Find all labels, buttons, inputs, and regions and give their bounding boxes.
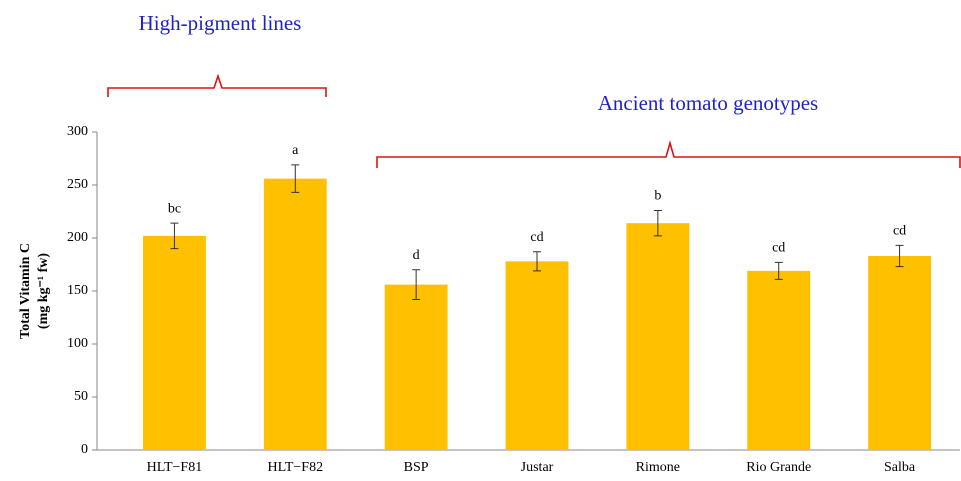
x-tick-label: Rio Grande	[746, 460, 811, 475]
x-tick-label: HLT−F81	[147, 460, 203, 475]
bar	[263, 178, 327, 450]
significance-letter: a	[292, 143, 299, 158]
bar	[384, 284, 448, 450]
significance-letter: cd	[772, 241, 785, 256]
significance-letter: cd	[530, 230, 543, 245]
bar	[143, 235, 206, 450]
error-bar	[412, 269, 421, 300]
y-tick-label: 250	[67, 177, 88, 192]
x-tick-label: BSP	[404, 460, 429, 475]
bar	[747, 270, 811, 450]
error-bar	[774, 261, 783, 280]
y-axis-title: (mg kg⁻¹ fw)	[36, 253, 51, 329]
y-axis-title: Total Vitamin C	[18, 243, 33, 339]
significance-letter: b	[654, 189, 661, 204]
y-tick-label: 0	[81, 442, 88, 457]
x-tick-label: Justar	[521, 460, 554, 475]
y-tick-label: 100	[67, 336, 88, 351]
y-tick-label: 50	[74, 389, 88, 404]
bracket	[107, 73, 327, 97]
significance-letter: bc	[168, 201, 181, 216]
x-tick-label: Salba	[884, 460, 916, 475]
error-bar	[653, 209, 662, 237]
bracket	[376, 140, 961, 168]
y-tick-label: 200	[67, 230, 88, 245]
bar	[868, 256, 931, 450]
significance-letter: d	[413, 248, 420, 263]
error-bar	[533, 251, 541, 272]
significance-letter: cd	[893, 224, 906, 239]
group-label: Ancient tomato genotypes	[598, 91, 818, 115]
bar	[626, 223, 690, 450]
error-bar	[895, 244, 904, 268]
error-bar	[170, 222, 179, 250]
x-tick-label: Rimone	[636, 460, 680, 475]
y-tick-label: 300	[67, 124, 88, 139]
x-tick-label: HLT−F82	[267, 460, 323, 475]
group-label: High-pigment lines	[139, 11, 302, 35]
error-bar	[291, 164, 300, 193]
bar	[505, 261, 569, 450]
y-tick-label: 150	[67, 283, 88, 298]
